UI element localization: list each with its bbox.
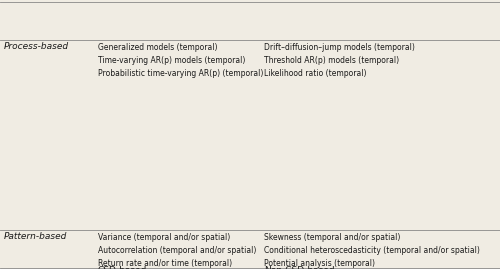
Text: Likelihood ratio (temporal): Likelihood ratio (temporal) [264, 69, 366, 78]
Text: Conditional heteroscedasticity (temporal and/or spatial): Conditional heteroscedasticity (temporal… [264, 246, 480, 255]
Text: Probabilistic time-varying AR(p) (temporal): Probabilistic time-varying AR(p) (tempor… [98, 69, 264, 78]
Text: CSD-based
(~ B-tipping): CSD-based (~ B-tipping) [98, 266, 156, 269]
Text: Generalized models (temporal): Generalized models (temporal) [98, 43, 218, 52]
Text: Threshold AR(p) models (temporal): Threshold AR(p) models (temporal) [264, 56, 399, 65]
Text: Pattern-based: Pattern-based [4, 232, 68, 241]
Text: Process-based: Process-based [4, 42, 69, 51]
Text: Time-varying AR(p) models (temporal): Time-varying AR(p) models (temporal) [98, 56, 246, 65]
Text: Non-CSD-based
(~ B-tipping and/or N-tipping): Non-CSD-based (~ B-tipping and/or N-tipp… [264, 266, 400, 269]
Text: Return rate and/or time (temporal): Return rate and/or time (temporal) [98, 259, 232, 268]
Text: Drift–diffusion–jump models (temporal): Drift–diffusion–jump models (temporal) [264, 43, 415, 52]
Text: Potential analysis (temporal): Potential analysis (temporal) [264, 259, 375, 268]
Text: Skewness (temporal and/or spatial): Skewness (temporal and/or spatial) [264, 233, 400, 242]
Text: Autocorrelation (temporal and/or spatial): Autocorrelation (temporal and/or spatial… [98, 246, 256, 255]
Text: Variance (temporal and/or spatial): Variance (temporal and/or spatial) [98, 233, 230, 242]
